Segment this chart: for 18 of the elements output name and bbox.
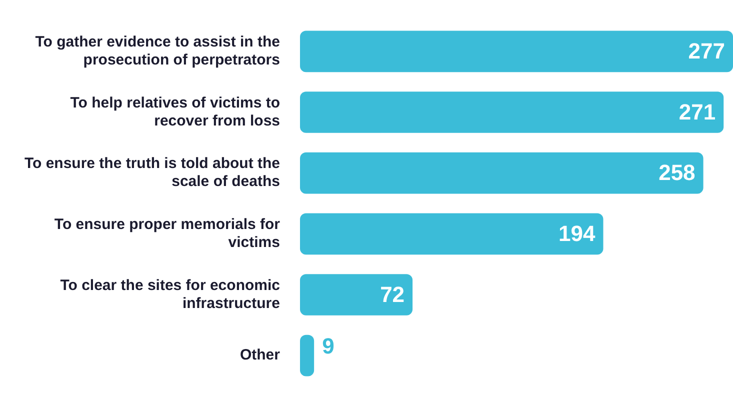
data-label: 72 <box>380 282 405 307</box>
data-label: 194 <box>558 220 596 246</box>
data-label: 258 <box>658 160 696 186</box>
bar <box>300 334 314 376</box>
y-tick-label: Other <box>240 346 280 364</box>
bar <box>300 274 413 316</box>
bar <box>300 30 733 72</box>
y-tick-label: To gather evidence to assist in the prosecution of perpetrators <box>35 34 280 69</box>
bar <box>300 152 704 194</box>
bar <box>300 92 724 133</box>
data-label: 277 <box>688 38 725 64</box>
y-tick-label: To help relatives of victims to recover from loss <box>70 94 280 130</box>
bar <box>300 213 604 255</box>
data-label: 271 <box>678 99 716 124</box>
y-tick-label: To ensure the truth is told about the scale of deaths <box>24 155 280 190</box>
y-tick-label: To clear the sites for economic infrastructure <box>60 276 280 312</box>
y-tick-label: To ensure proper memorials for victims <box>54 216 280 252</box>
data-label: 9 <box>322 334 334 359</box>
